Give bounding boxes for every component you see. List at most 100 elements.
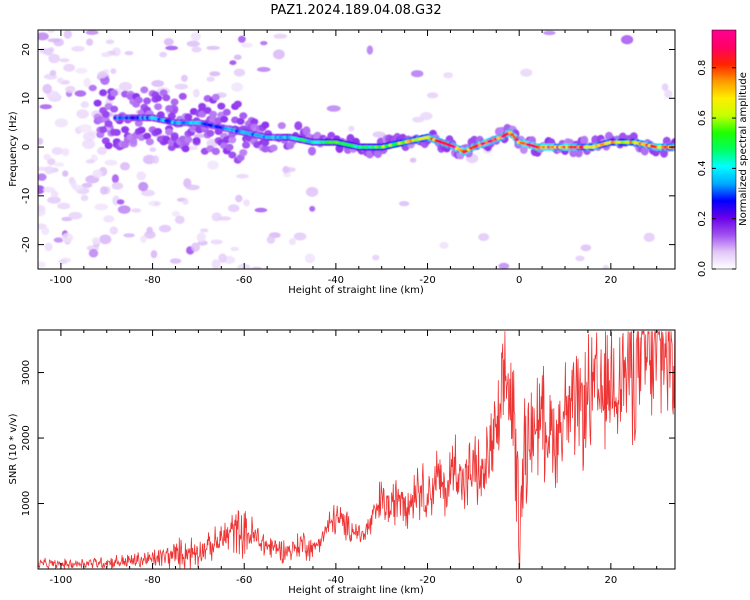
heatmap-cell	[220, 115, 229, 123]
heatmap-cell	[38, 185, 45, 195]
x-tick-label: 20	[604, 575, 617, 586]
heatmap-cell	[56, 77, 64, 84]
heatmap-cell	[49, 70, 57, 76]
heatmap-cell	[131, 208, 142, 213]
heatmap-cell	[71, 45, 85, 52]
heatmap-cell	[54, 118, 68, 128]
heatmap-cell	[110, 89, 119, 97]
heatmap-cell	[154, 103, 163, 111]
heatmap-cell	[44, 242, 53, 252]
heatmap-cell	[140, 86, 149, 94]
heatmap-cell	[236, 154, 245, 162]
heatmap-y-axis-label: Frequency (Hz)	[8, 111, 19, 187]
colorbar-gradient	[712, 30, 736, 269]
x-tick-label: -80	[144, 575, 160, 586]
heatmap-cell	[100, 186, 108, 195]
heatmap-cell	[158, 224, 172, 233]
heatmap-cell	[196, 232, 206, 243]
heatmap-cell	[443, 72, 454, 79]
heatmap-cell	[209, 110, 218, 118]
heatmap-cell	[170, 98, 179, 106]
heatmap-cell	[68, 211, 83, 220]
heatmap-cell	[260, 41, 268, 46]
heatmap-cell	[181, 145, 190, 153]
heatmap-cell	[121, 126, 130, 134]
snr-y-axis-label: SNR (10 * v/v)	[8, 413, 19, 484]
heatmap-cell	[134, 119, 143, 127]
heatmap-cell	[198, 102, 207, 110]
heatmap-x-axis-label: Height of straight line (km)	[288, 285, 424, 296]
heatmap-cell	[165, 105, 174, 112]
heatmap-cell	[65, 85, 76, 94]
x-tick-label: -20	[419, 575, 435, 586]
heatmap-cell	[288, 238, 296, 246]
heatmap-cell	[228, 136, 237, 144]
heatmap-cell	[193, 133, 206, 138]
heatmap-cell	[640, 146, 649, 156]
heatmap-cell	[61, 216, 73, 222]
heatmap-cell	[75, 67, 88, 74]
heatmap-cell	[118, 81, 133, 91]
heatmap-cell	[520, 68, 533, 77]
heatmap-cell	[261, 121, 270, 129]
heatmap-cell	[134, 96, 143, 104]
heatmap-cell	[426, 92, 439, 99]
heatmap-cell	[76, 109, 89, 119]
y-tick-label: 1000	[21, 491, 32, 516]
heatmap-cell	[165, 128, 174, 136]
heatmap-cell	[62, 170, 69, 177]
heatmap-cell	[218, 253, 227, 263]
heatmap-cell	[54, 162, 65, 167]
heatmap-cell	[184, 136, 193, 144]
heatmap-cell	[51, 147, 64, 155]
heatmap-cell	[174, 215, 185, 224]
heatmap-cell	[159, 51, 168, 58]
heatmap-cell	[206, 129, 215, 137]
heatmap-cell	[38, 173, 47, 181]
x-tick-label: -60	[236, 275, 252, 286]
x-tick-label: -80	[144, 275, 160, 286]
heatmap-cell	[58, 259, 68, 265]
heatmap-cell	[207, 160, 219, 170]
heatmap-cell	[543, 30, 556, 36]
heatmap-cell	[44, 166, 54, 175]
heatmap-cell	[185, 184, 200, 191]
heatmap-cell	[241, 42, 253, 48]
colorbar-ticks: 0.0 0.2 0.4 0.6 0.8	[697, 60, 736, 277]
snr-frame	[37, 329, 676, 570]
heatmap-cell	[162, 94, 171, 102]
heatmap-cell	[222, 108, 231, 116]
heatmap-cell	[305, 186, 319, 197]
heatmap-cell	[575, 255, 585, 262]
heatmap-cell	[211, 93, 220, 101]
y-tick-label: 20	[21, 43, 32, 56]
heatmap-cell	[661, 83, 669, 92]
heatmap-cell	[47, 30, 55, 33]
heatmap-cell	[254, 207, 268, 213]
x-tick-label: -60	[236, 575, 252, 586]
colorbar-tick-label: 0.0	[697, 261, 708, 277]
heatmap-cell	[91, 237, 100, 245]
heatmap-cell	[38, 32, 49, 41]
heatmap-cell	[74, 90, 87, 97]
heatmap-cell	[191, 242, 201, 252]
heatmap-cell	[302, 126, 311, 136]
snr-panel: -100 -80 -60 -40 -20 0 20 1000 2000 3000 Height …	[8, 329, 676, 596]
heatmap-cell	[150, 250, 158, 259]
heatmap-cell	[304, 253, 316, 264]
heatmap-cell	[412, 116, 425, 123]
heatmap-cell	[43, 153, 51, 161]
heatmap-y-ticks: -20 -10 0 10 20	[21, 43, 675, 253]
heatmap-cell	[580, 244, 592, 252]
x-tick-label: 0	[516, 275, 522, 286]
heatmap-cell	[228, 204, 240, 213]
heatmap-cell	[92, 169, 103, 178]
x-tick-label: 20	[604, 275, 617, 286]
y-tick-label: 2000	[21, 425, 32, 450]
heatmap-cell	[72, 184, 84, 191]
heatmap-cell	[512, 135, 517, 139]
heatmap-cell	[251, 266, 262, 269]
heatmap-cell	[154, 128, 163, 135]
heatmap-cell	[47, 38, 61, 43]
heatmap-cell	[48, 53, 60, 64]
